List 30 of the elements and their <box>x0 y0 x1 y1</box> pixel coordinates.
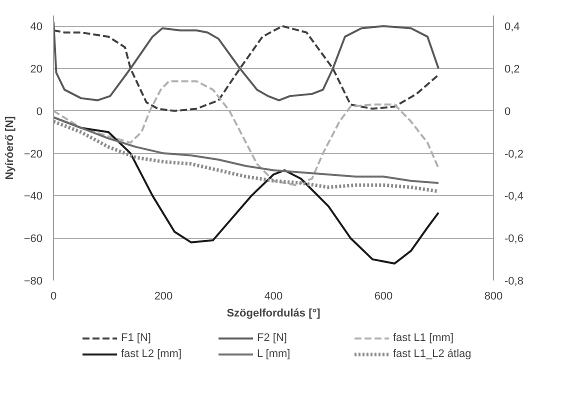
y-tick-label: 40 <box>30 21 43 34</box>
legend-label: fast L2 [mm] <box>121 347 183 361</box>
y2-tick-label: -0,2 <box>504 148 524 160</box>
legend-label: fast L1_L2 átlag <box>393 347 472 361</box>
legend-label: fast L1 [mm] <box>393 331 455 345</box>
legend-label: F2 [N] <box>257 331 288 345</box>
line-series <box>54 20 440 102</box>
x-tick-label: 0 <box>50 290 57 302</box>
line-series <box>54 116 440 184</box>
y2-tick-label: 0 <box>504 106 511 118</box>
y2-tick-label: 0,4 <box>504 21 520 34</box>
y2-tick-label: -0,8 <box>504 276 524 288</box>
y-tick-label: 0 <box>36 106 43 118</box>
y2-tick-label: -0,4 <box>504 190 524 203</box>
y2-tick-label: -0,6 <box>504 233 524 246</box>
y-axis-title: Nyíróerő [N] <box>4 116 16 180</box>
legend-label: L [mm] <box>257 347 292 361</box>
x-tick-label: 800 <box>484 290 503 302</box>
line-series <box>54 25 440 112</box>
y-tick-label: −80 <box>24 276 43 288</box>
legend-label: F1 [N] <box>121 331 152 345</box>
x-tick-label: 400 <box>264 290 283 302</box>
y-tick-label: −60 <box>24 233 43 246</box>
y2-tick-label: 0,2 <box>504 64 520 76</box>
y-tick-label: −20 <box>24 148 43 160</box>
y-tick-label: 20 <box>30 64 43 76</box>
x-axis-title: Szögelfordulás [°] <box>226 308 321 320</box>
y-tick-label: −40 <box>24 190 43 203</box>
x-tick-label: 600 <box>374 290 393 302</box>
x-tick-label: 200 <box>154 290 173 302</box>
